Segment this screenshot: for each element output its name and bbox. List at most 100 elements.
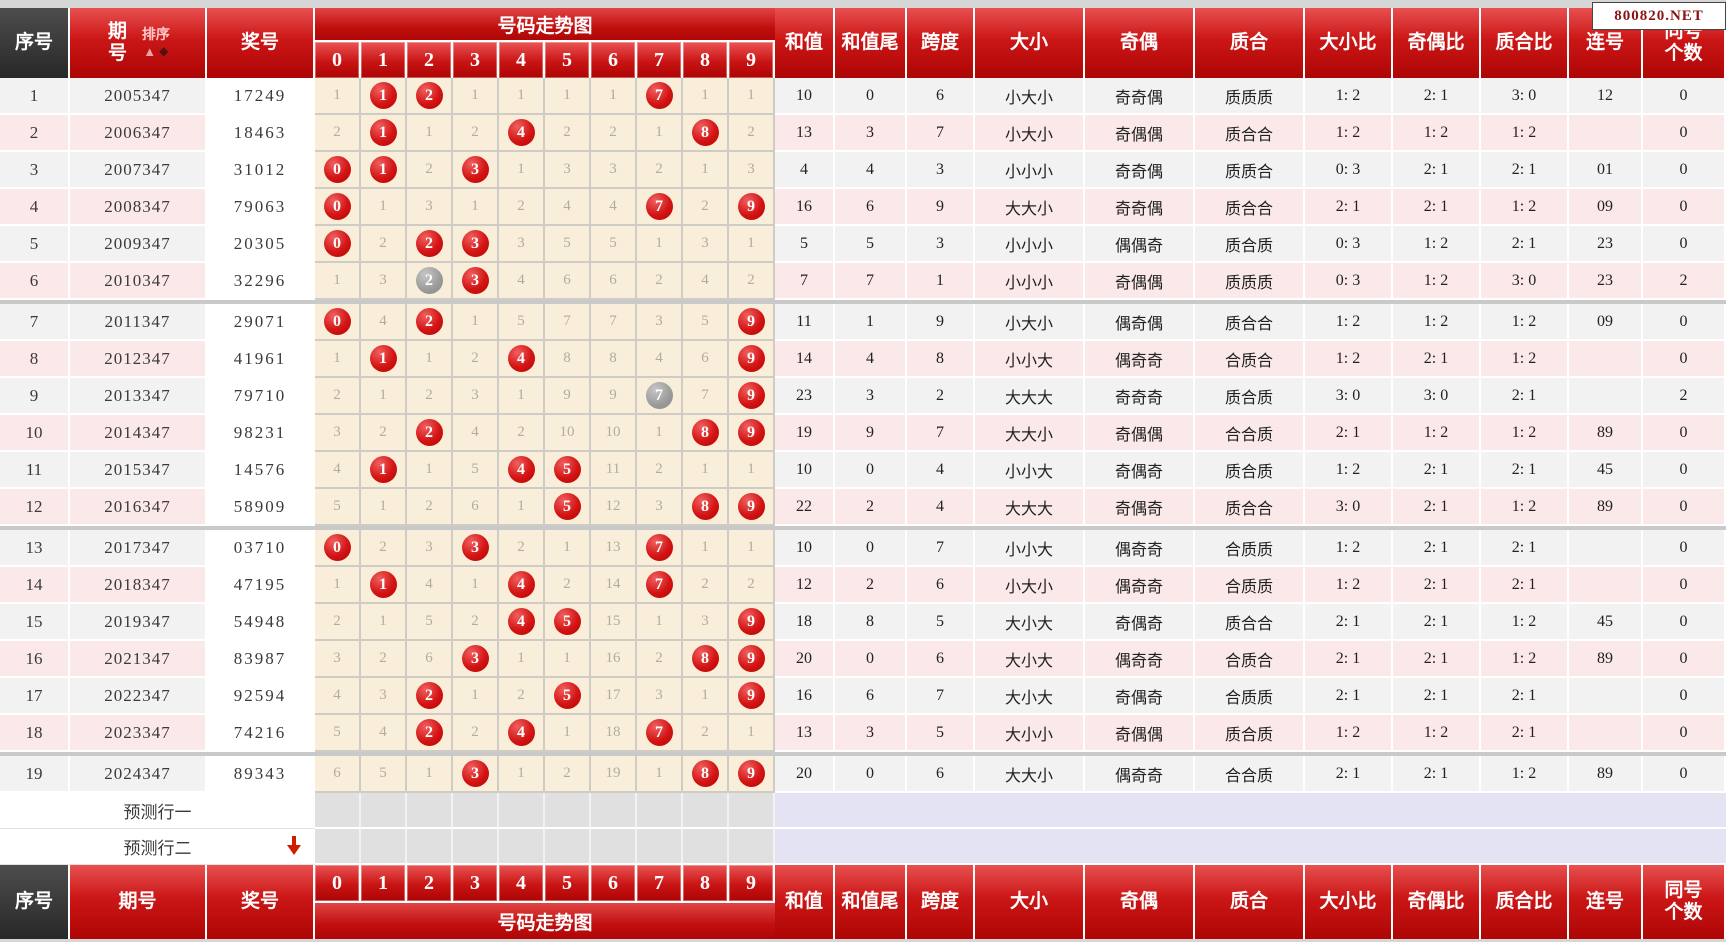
miss-count: 3 — [609, 161, 617, 177]
miss-count: 5 — [517, 313, 525, 329]
span-cell: 7 — [907, 115, 975, 152]
size-ratio-cell: 3: 0 — [1305, 489, 1393, 526]
miss-count: 4 — [333, 687, 341, 703]
trend-cell: 19 — [591, 756, 637, 793]
trend-cell: 2 — [453, 604, 499, 641]
table-row: 11 2015347 14576 4 1 1 5 4 5 11 2 1 1 10 0 4 小小大 奇偶奇 质合质 1:… — [0, 452, 1726, 489]
span-cell: 2 — [907, 378, 975, 415]
hit-ball: 2 — [415, 308, 443, 335]
header-size: 大小 — [975, 865, 1085, 939]
header-prime-ratio: 质合比 — [1481, 865, 1569, 939]
trend-cell: 4 — [683, 263, 729, 300]
digit-header: 7 — [637, 865, 683, 901]
miss-count: 2 — [379, 424, 387, 440]
period-cell: 2015347 — [70, 452, 207, 489]
hit-ball: 9 — [737, 382, 765, 409]
table-row: 18 2023347 74216 5 4 2 2 4 1 18 7 2 1 13 3 5 大小小 奇偶偶 质合质 1:… — [0, 715, 1726, 752]
trend-cell: 1 — [683, 78, 729, 115]
miss-count: 3 — [701, 235, 709, 251]
trend-cell: 2 — [683, 189, 729, 226]
size-ratio-cell: 0: 3 — [1305, 152, 1393, 189]
trend-cell: 8 — [683, 489, 729, 526]
same-count-cell: 0 — [1643, 304, 1726, 341]
parity-cell: 奇偶奇 — [1085, 604, 1195, 641]
trend-cell: 8 — [683, 641, 729, 678]
size-cell: 大大小 — [975, 415, 1085, 452]
table-row: 16 2021347 83987 3 2 6 3 1 1 16 2 8 9 20 0 6 大小大 偶奇奇 合质合 2:… — [0, 641, 1726, 678]
miss-count: 6 — [701, 350, 709, 366]
prime-ratio-cell: 2: 1 — [1481, 378, 1569, 415]
hit-ball: 7 — [645, 82, 673, 109]
miss-count: 7 — [563, 313, 571, 329]
tail-cell: 8 — [835, 604, 907, 641]
parity-cell: 偶奇奇 — [1085, 567, 1195, 604]
prize-cell: 47195 — [207, 567, 315, 604]
trend-cell: 1 — [729, 452, 775, 489]
trend-cell: 6 — [453, 489, 499, 526]
hit-ball: 9 — [737, 193, 765, 220]
size-ratio-cell: 2: 1 — [1305, 641, 1393, 678]
tail-cell: 0 — [835, 452, 907, 489]
trend-cell: 4 — [591, 189, 637, 226]
sum-cell: 19 — [775, 415, 835, 452]
trend-cell: 1 — [407, 341, 453, 378]
tail-cell: 4 — [835, 152, 907, 189]
trend-cell: 7 — [637, 378, 683, 415]
miss-count: 1 — [517, 765, 525, 781]
miss-count: 1 — [425, 765, 433, 781]
miss-count: 4 — [563, 198, 571, 214]
sum-cell: 13 — [775, 115, 835, 152]
miss-count: 6 — [333, 765, 341, 781]
miss-count: 1 — [747, 539, 755, 555]
prime-ratio-cell: 1: 2 — [1481, 341, 1569, 378]
parity-ratio-cell: 1: 2 — [1393, 115, 1481, 152]
same-count-cell: 0 — [1643, 678, 1726, 715]
trend-cell: 2 — [453, 115, 499, 152]
miss-count: 17 — [605, 687, 621, 703]
trend-cell: 14 — [591, 567, 637, 604]
trend-cell: 6 — [545, 263, 591, 300]
consecutive-cell — [1569, 115, 1643, 152]
miss-count: 8 — [609, 350, 617, 366]
miss-count: 6 — [609, 272, 617, 288]
group-separator — [0, 526, 1726, 530]
size-cell: 小小大 — [975, 341, 1085, 378]
sort-control[interactable]: 排序 ▲ ◆ — [142, 28, 170, 57]
miss-count: 1 — [517, 498, 525, 514]
trend-cell: 2 — [637, 263, 683, 300]
trend-cell: 5 — [545, 226, 591, 263]
tail-cell: 3 — [835, 715, 907, 752]
miss-count: 14 — [605, 576, 621, 592]
tail-cell: 4 — [835, 341, 907, 378]
prime-cell: 质合质 — [1195, 378, 1305, 415]
trend-cell: 0 — [315, 304, 361, 341]
trend-cell: 4 — [361, 304, 407, 341]
table-row: 13 2017347 03710 0 2 3 3 2 1 13 7 1 1 10 0 7 小小大 偶奇奇 合质质 1:… — [0, 530, 1726, 567]
seq-cell: 8 — [0, 341, 70, 378]
same-count-cell: 0 — [1643, 415, 1726, 452]
trend-cell: 1 — [637, 226, 683, 263]
miss-count: 2 — [701, 576, 709, 592]
sort-asc-icon[interactable]: ▲ — [143, 43, 157, 59]
header-prime: 质合 — [1195, 8, 1305, 78]
period-cell: 2013347 — [70, 378, 207, 415]
span-cell: 6 — [907, 756, 975, 793]
trend-cell: 9 — [545, 378, 591, 415]
miss-count: 1 — [655, 765, 663, 781]
sort-desc-icon[interactable]: ◆ — [159, 44, 169, 59]
trend-cell: 2 — [407, 489, 453, 526]
sum-cell: 11 — [775, 304, 835, 341]
hit-ball: 9 — [737, 308, 765, 335]
span-cell: 4 — [907, 489, 975, 526]
span-cell: 3 — [907, 152, 975, 189]
size-ratio-cell: 2: 1 — [1305, 756, 1393, 793]
consecutive-cell: 89 — [1569, 641, 1643, 678]
trend-cell: 3 — [453, 378, 499, 415]
trend-cell: 1 — [361, 341, 407, 378]
site-badge: 800820.NET — [1592, 2, 1726, 30]
prime-ratio-cell: 3: 0 — [1481, 263, 1569, 300]
miss-count: 1 — [517, 161, 525, 177]
miss-count: 1 — [563, 539, 571, 555]
